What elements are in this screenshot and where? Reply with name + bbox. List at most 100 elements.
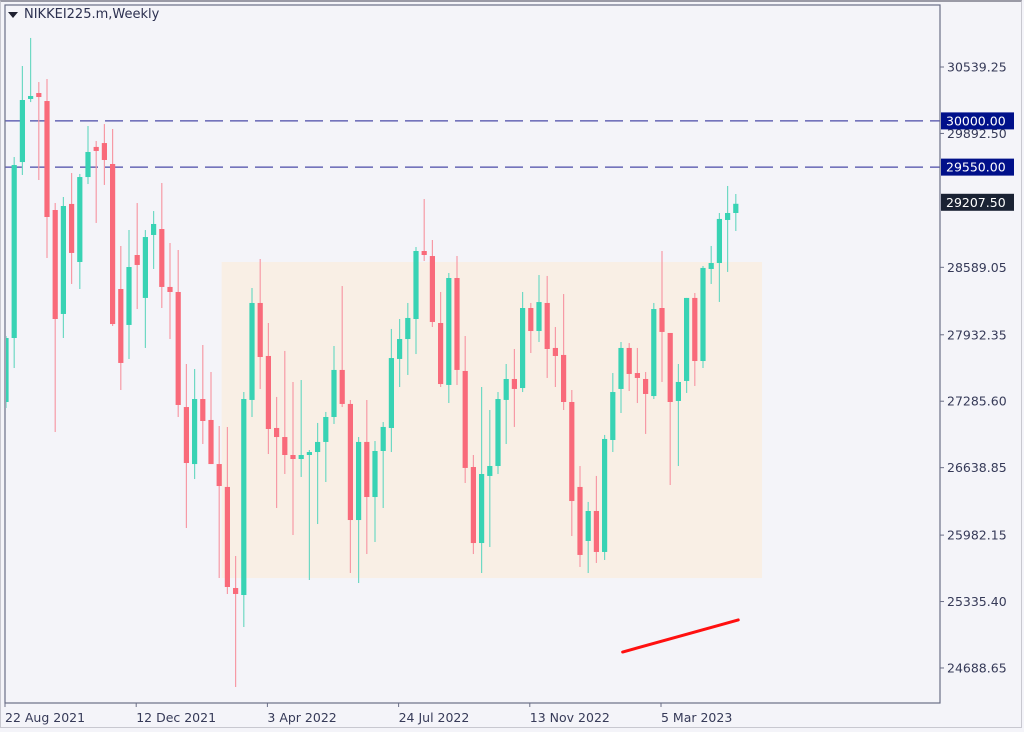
bearish-candle bbox=[429, 240, 435, 328]
price-labels-layer: 30000.00 29550.00 29207.50 bbox=[941, 112, 1014, 211]
bearish-candle bbox=[470, 454, 476, 555]
candle-body bbox=[85, 151, 91, 178]
bullish-candle bbox=[413, 246, 419, 355]
candle-body bbox=[77, 177, 83, 262]
bearish-candle bbox=[462, 336, 468, 483]
candle-body bbox=[585, 510, 591, 541]
candle-body bbox=[593, 510, 599, 552]
candle-body bbox=[101, 143, 107, 160]
candle-body bbox=[438, 323, 444, 385]
candle-body bbox=[454, 278, 460, 370]
bearish-candle bbox=[552, 327, 558, 387]
candle-body bbox=[397, 339, 403, 359]
bearish-candle bbox=[667, 332, 673, 485]
bullish-candle bbox=[602, 434, 608, 560]
bullish-candle bbox=[306, 449, 312, 581]
time-tick-label: 13 Nov 2022 bbox=[530, 710, 610, 725]
bullish-candle bbox=[380, 422, 386, 509]
candle-body bbox=[405, 317, 411, 340]
range-zone bbox=[221, 261, 763, 579]
bullish-candle bbox=[11, 157, 17, 368]
chart-title-bar[interactable]: NIKKEI225.m,Weekly bbox=[8, 7, 159, 22]
candle-body bbox=[618, 347, 624, 389]
bearish-candle bbox=[593, 475, 599, 563]
candle-body bbox=[684, 297, 690, 381]
bullish-candle bbox=[716, 212, 722, 302]
bullish-candle bbox=[487, 410, 493, 548]
candle-body bbox=[667, 332, 673, 402]
bullish-candle bbox=[684, 297, 690, 393]
candle-body bbox=[692, 297, 698, 362]
bearish-candle bbox=[167, 242, 173, 340]
bullish-candle bbox=[479, 386, 485, 574]
candle-body bbox=[421, 250, 427, 256]
candle-body bbox=[36, 93, 42, 98]
time-tick-label: 12 Dec 2021 bbox=[136, 710, 216, 725]
candle-body bbox=[634, 373, 640, 378]
bullish-candle bbox=[651, 302, 657, 400]
candle-body bbox=[183, 407, 189, 464]
bullish-candle bbox=[77, 173, 83, 290]
bullish-candle bbox=[298, 380, 304, 477]
candle-body bbox=[503, 378, 509, 400]
time-tick-label: 5 Mar 2023 bbox=[661, 710, 732, 725]
bearish-candle bbox=[290, 381, 296, 536]
candle-body bbox=[339, 369, 345, 404]
price-tick-label: 28589.05 bbox=[947, 260, 1007, 275]
level-price-label: 30000.00 bbox=[946, 113, 1006, 128]
candle-body bbox=[60, 206, 66, 314]
bearish-candle bbox=[692, 293, 698, 386]
candle-body bbox=[602, 438, 608, 552]
level-price-label: 29550.00 bbox=[946, 160, 1006, 175]
candle-body bbox=[110, 163, 116, 325]
price-tick-label: 25982.15 bbox=[947, 528, 1007, 543]
bearish-candle bbox=[282, 350, 288, 475]
bearish-candle bbox=[216, 426, 222, 578]
current-price-label-bg bbox=[941, 193, 1014, 211]
bearish-candle bbox=[659, 250, 665, 382]
candle-body bbox=[290, 454, 296, 460]
price-axis[interactable]: 30539.25 29892.50 28589.05 27932.35 27285.60… bbox=[940, 60, 1007, 676]
candle-body bbox=[216, 464, 222, 487]
bullish-candle bbox=[725, 185, 731, 272]
candle-body bbox=[552, 347, 558, 356]
bearish-candle bbox=[265, 323, 271, 454]
bearish-candle bbox=[110, 128, 116, 326]
bearish-candle bbox=[101, 124, 107, 185]
candle-body bbox=[192, 399, 198, 465]
candle-body bbox=[487, 465, 493, 476]
bearish-candle bbox=[643, 372, 649, 434]
current-price-label: 29207.50 bbox=[946, 195, 1006, 210]
candle-body bbox=[298, 454, 304, 460]
price-tick-label: 30539.25 bbox=[947, 60, 1007, 75]
bearish-candle bbox=[134, 203, 140, 310]
level-price-label-bg bbox=[941, 158, 1014, 176]
bearish-candle bbox=[454, 256, 460, 385]
price-tick-label: 27932.35 bbox=[947, 327, 1007, 342]
candle-body bbox=[28, 95, 34, 99]
bearish-candle bbox=[421, 199, 427, 261]
candle-body bbox=[561, 354, 567, 402]
bullish-candle bbox=[331, 346, 337, 424]
candle-body bbox=[364, 441, 370, 498]
candle-body bbox=[528, 308, 534, 332]
candle-body bbox=[126, 267, 132, 325]
candle-body bbox=[151, 223, 157, 235]
candle-body bbox=[323, 416, 329, 442]
candle-body bbox=[479, 474, 485, 544]
candle-body bbox=[159, 229, 165, 287]
time-tick-label: 22 Aug 2021 bbox=[5, 710, 85, 725]
candle-body bbox=[347, 403, 353, 521]
candle-body bbox=[142, 237, 148, 298]
candle-body bbox=[167, 286, 173, 292]
triangle-down-icon[interactable] bbox=[8, 11, 18, 18]
candle-body bbox=[716, 218, 722, 264]
bullish-candle bbox=[495, 392, 501, 475]
candle-body bbox=[93, 146, 99, 151]
candle-body bbox=[274, 427, 280, 438]
time-axis[interactable]: 22 Aug 2021 12 Dec 2021 3 Apr 2022 24 Jul 2… bbox=[4, 703, 732, 725]
bullish-candle bbox=[372, 441, 378, 543]
candle-body bbox=[520, 308, 526, 389]
